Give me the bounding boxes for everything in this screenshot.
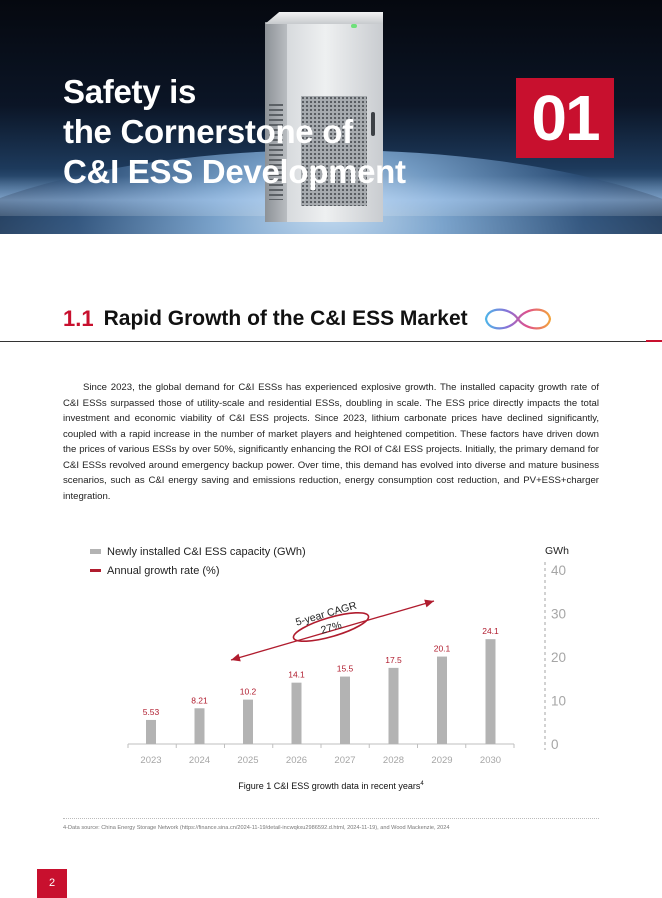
page-number: 2 [37,869,67,898]
bar-value-label: 14.1 [288,670,305,680]
x-tick-label: 2030 [480,755,501,766]
legend-bar-swatch [90,549,101,554]
bar-value-label: 20.1 [434,644,451,654]
section-number: 1.1 [63,306,94,331]
bar-2029 [437,656,447,744]
hero-banner: Safety is the Cornerstone of C&I ESS Dev… [0,0,662,234]
chapter-title-line-2: the Cornerstone of [63,113,353,150]
cagr-highlight-ellipse [292,611,370,643]
bar-2023 [146,719,156,744]
bar-2030 [485,639,496,744]
y-axis-unit: GWh [545,545,569,557]
bar-value-label: 24.1 [482,626,499,636]
x-tick-label: 2024 [189,755,210,766]
bar-value-label: 17.5 [385,655,402,665]
cagr-arrowhead-end [424,599,434,608]
y-tick-label: 40 [551,563,566,578]
y-tick-label: 10 [551,694,566,709]
ess-cabinet-image [265,12,383,222]
figure-caption: Figure 1 C&I ESS growth data in recent y… [0,781,662,791]
footnote-text: 4-Data source: China Energy Storage Netw… [63,825,450,831]
legend-label-growth-rate: Annual growth rate (%) [107,564,220,577]
chapter-title-line-1: Safety is [63,73,197,110]
section-divider [0,341,646,342]
cagr-arrowhead-start [231,653,241,662]
chart-legend: Newly installed C&I ESS capacity (GWh) A… [90,542,306,580]
body-paragraph: Since 2023, the global demand for C&I ES… [63,382,599,502]
chapter-title-line-3: C&I ESS Development [63,153,406,190]
chapter-number-badge: 01 [516,78,614,158]
legend-item-capacity: Newly installed C&I ESS capacity (GWh) [90,542,306,561]
x-tick-label: 2028 [383,755,404,766]
x-tick-label: 2023 [140,755,161,766]
x-tick-label: 2026 [286,755,307,766]
bar-2028 [388,667,399,744]
bar-2024 [194,708,205,744]
bar-2027 [340,676,350,744]
legend-label-capacity: Newly installed C&I ESS capacity (GWh) [107,545,306,558]
legend-item-growth-rate: Annual growth rate (%) [90,561,306,580]
footnote-divider [63,818,599,819]
x-tick-label: 2029 [431,755,452,766]
section-title: Rapid Growth of the C&I ESS Market [103,307,468,330]
bar-value-label: 5.53 [143,707,160,717]
bar-value-label: 15.5 [337,664,354,674]
infinity-icon [484,308,551,330]
bar-value-label: 8.21 [191,695,208,705]
cagr-trend-line [230,600,435,661]
section-heading: 1.1 Rapid Growth of the C&I ESS Market [63,302,556,336]
section-divider-accent [646,340,662,342]
y-tick-label: 20 [551,650,566,665]
figure-caption-text: Figure 1 C&I ESS growth data in recent y… [238,781,421,791]
cagr-value: 27% [320,619,344,636]
x-tick-label: 2027 [334,755,355,766]
x-tick-label: 2025 [237,755,258,766]
figure-footnote-ref: 4 [420,781,424,787]
bar-value-label: 10.2 [240,687,257,697]
chapter-title: Safety is the Cornerstone of C&I ESS Dev… [63,72,406,192]
legend-line-swatch [90,569,101,572]
y-tick-label: 30 [551,607,566,622]
y-tick-label: 0 [551,737,559,752]
bar-2025 [243,699,253,744]
bar-2026 [291,682,302,744]
